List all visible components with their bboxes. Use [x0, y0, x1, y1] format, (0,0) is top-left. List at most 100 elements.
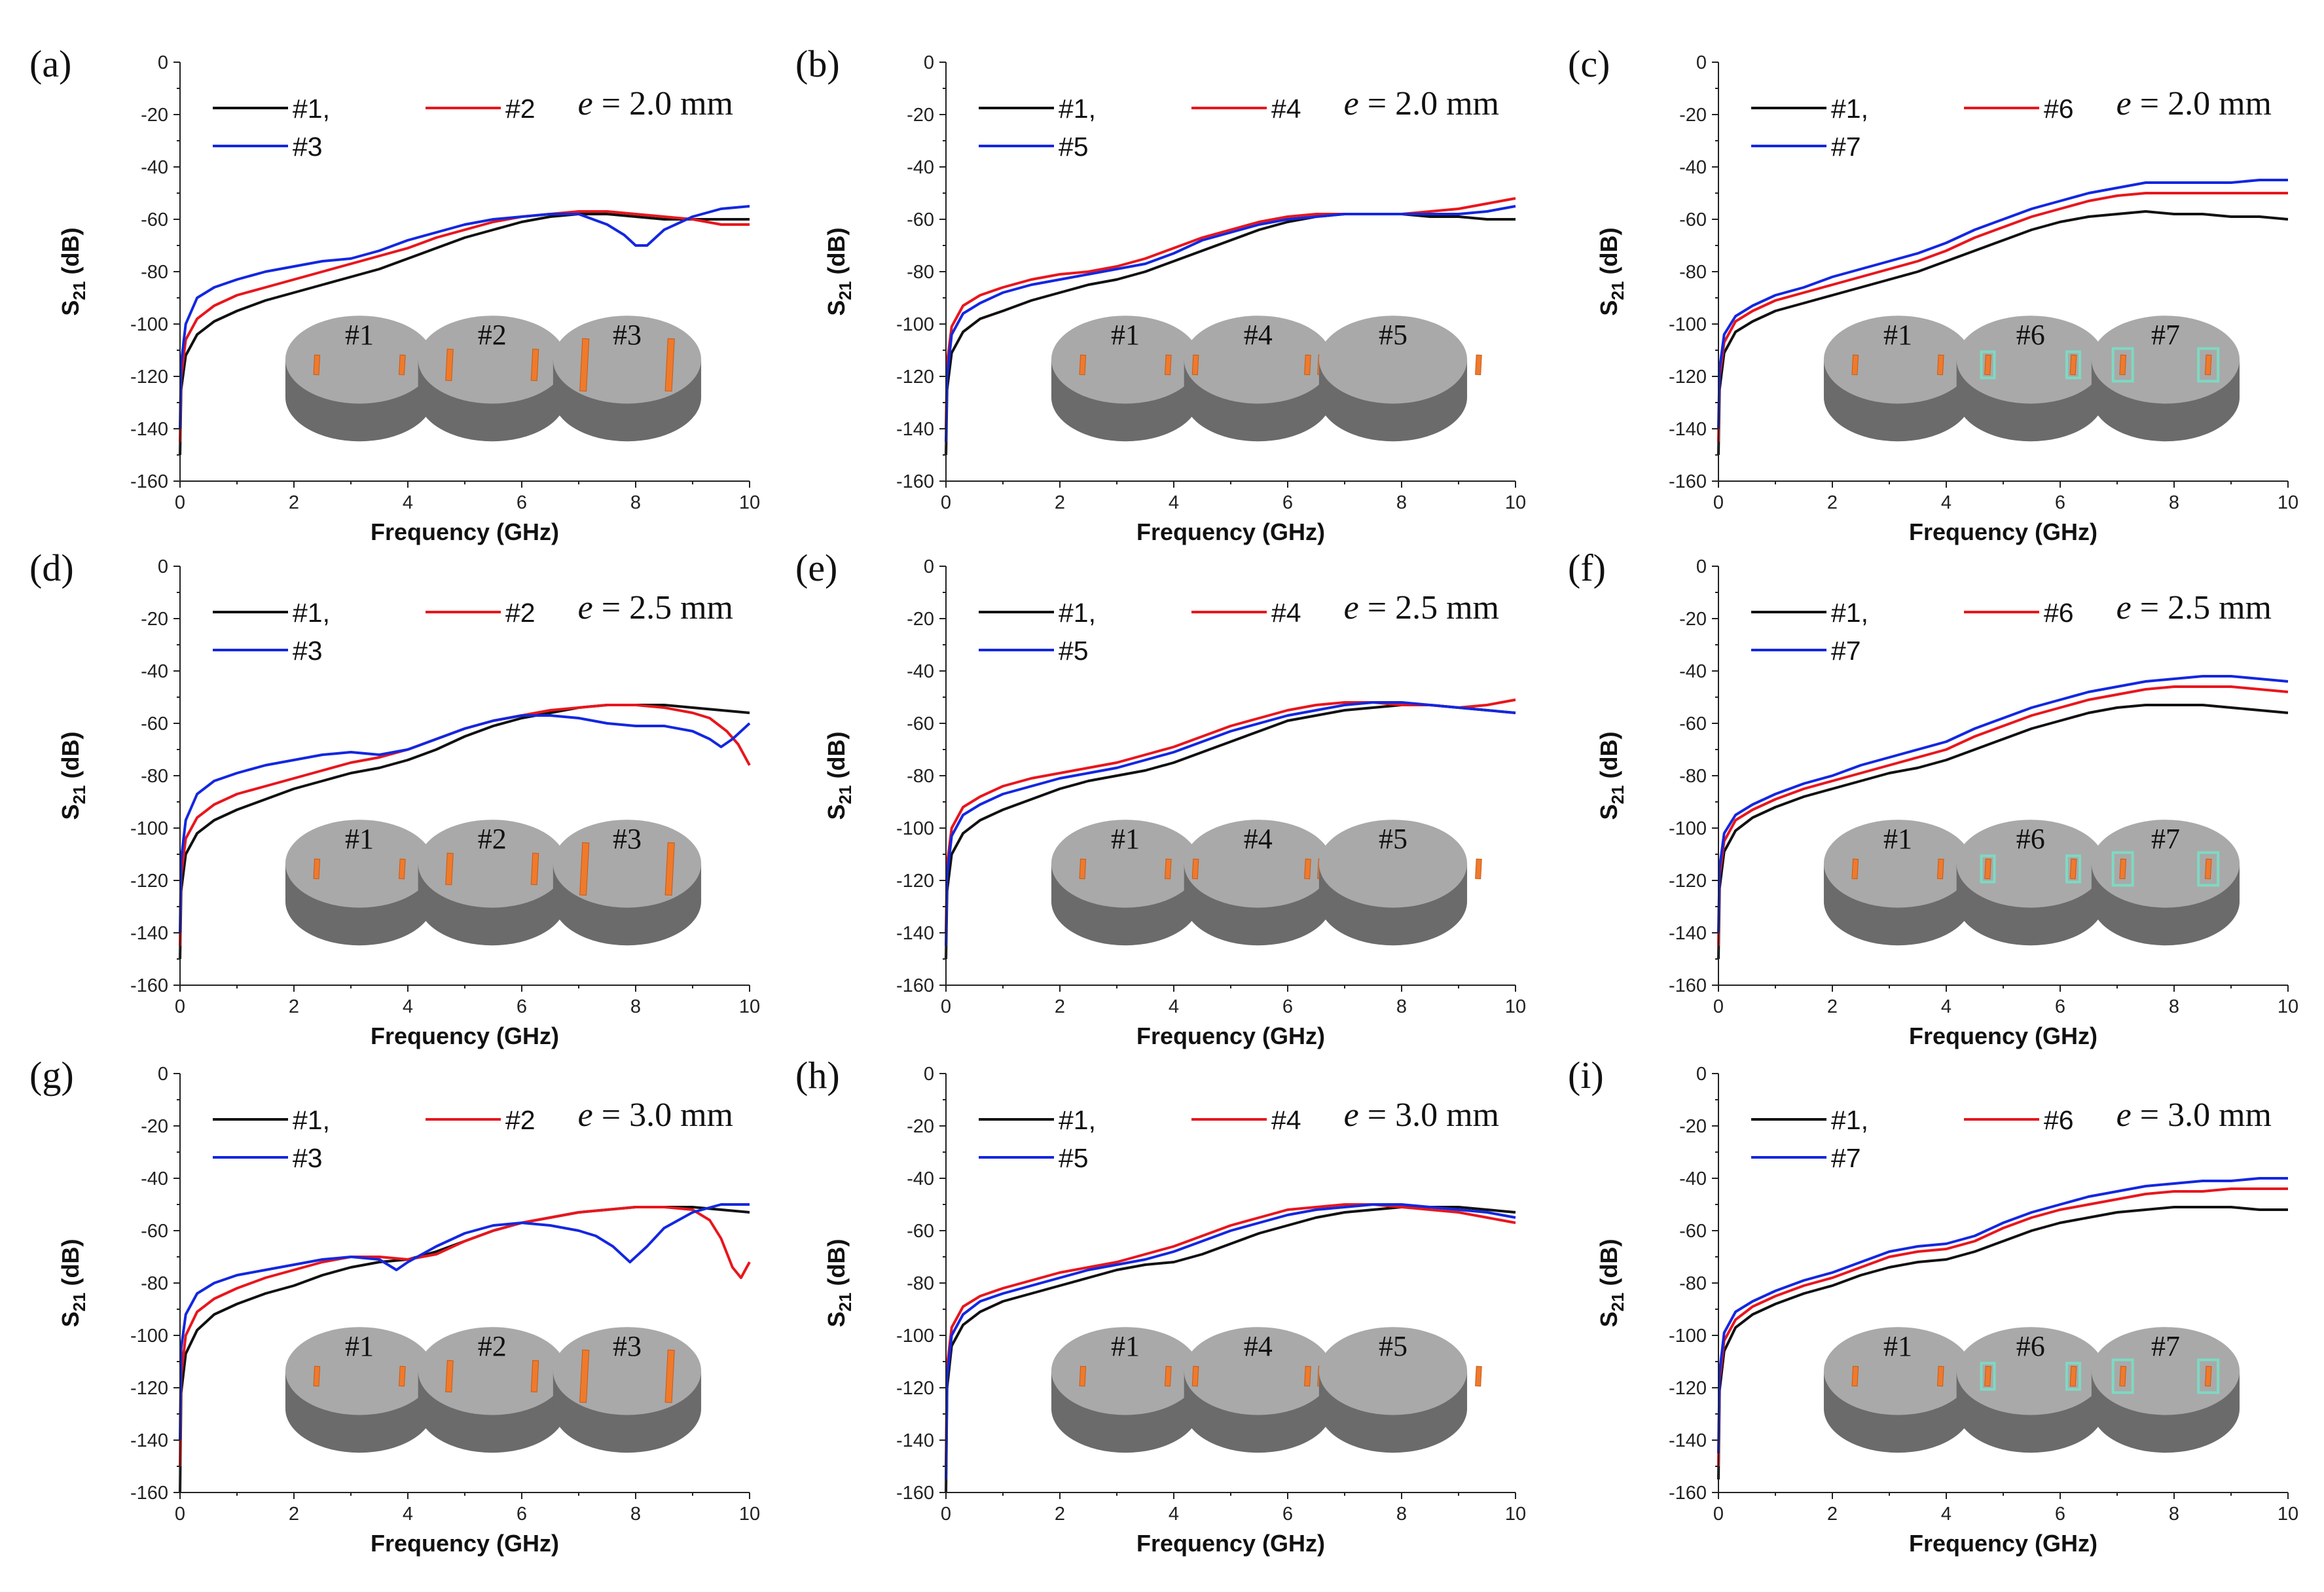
legend: #1, #2 #3 [213, 598, 536, 666]
y-tick-label: -40 [1679, 661, 1707, 682]
disk-top [1051, 1327, 1200, 1415]
inset-label: #3 [613, 823, 642, 855]
slot [530, 348, 539, 382]
inset-label: #6 [2016, 319, 2045, 351]
sample-disk: #4 [1184, 316, 1332, 442]
y-axis-title-base: S [823, 300, 850, 316]
slot [2119, 354, 2127, 376]
sample-disk: #5 [1304, 316, 1482, 442]
x-tick-label: 8 [1396, 492, 1407, 513]
y-tick-label: -60 [1679, 209, 1707, 230]
x-tick-label: 8 [1396, 1504, 1407, 1525]
series-line-n3 [179, 714, 751, 933]
slot [579, 842, 590, 896]
slot [1304, 354, 1311, 376]
inset-label: #3 [613, 1330, 642, 1362]
y-tick-label: -60 [907, 1221, 934, 1242]
y-tick-label: -60 [907, 714, 934, 734]
inset-label: #2 [478, 319, 507, 351]
y-axis-title: S21 (dB) [57, 1239, 89, 1328]
legend-label: #4 [1271, 94, 1301, 124]
x-axis-title: Frequency (GHz) [371, 1530, 559, 1557]
slot [445, 1360, 454, 1393]
y-axis-title-sub: 21 [835, 1293, 855, 1312]
y-axis-title-unit: (dB) [57, 732, 84, 786]
legend-label: #3 [293, 132, 323, 162]
sample-disk: #1 [1823, 820, 1972, 946]
sample-disk: #2 [418, 1327, 566, 1453]
x-tick-label: 10 [1505, 1504, 1526, 1525]
y-tick-label: -60 [141, 714, 168, 734]
legend-label: #1, [293, 598, 330, 628]
slot [1851, 858, 1859, 880]
sample-disk: #3 [553, 1327, 702, 1453]
annotation-value: = 2.0 mm [593, 85, 733, 122]
y-tick-label: -120 [1669, 367, 1707, 388]
y-axis-title-base: S [823, 804, 850, 820]
slot-frame [2197, 347, 2220, 383]
y-tick-label: -160 [1669, 471, 1707, 492]
slot [1304, 858, 1311, 880]
y-tick-label: -40 [907, 1168, 934, 1189]
inset-label: #1 [345, 823, 374, 855]
chart-panel-c: (c) #1 #6 #7 0 -20 -40 -60 -80 -100 -120 -140 -160 0 2… [1568, 43, 2298, 545]
panel-letter: (g) [29, 1054, 74, 1096]
y-tick-label: -80 [1679, 1273, 1707, 1294]
legend-label: #4 [1271, 598, 1301, 628]
annotation-value: = 2.0 mm [1359, 85, 1499, 122]
slot [1164, 354, 1172, 376]
inset-label: #1 [1883, 823, 1912, 855]
x-tick-label: 2 [289, 996, 299, 1017]
x-tick-label: 4 [1941, 1504, 1952, 1525]
panel-letter: (c) [1568, 43, 1610, 85]
slot [1851, 354, 1859, 376]
x-tick-label: 8 [2169, 1504, 2179, 1525]
inset-label: #3 [613, 319, 642, 351]
y-tick-label: -160 [1669, 975, 1707, 996]
y-tick-label: -80 [141, 262, 168, 283]
thickness-annotation: e = 2.5 mm [2116, 589, 2272, 626]
series-line-n6 [1717, 685, 2289, 947]
y-tick-label: -100 [130, 818, 168, 839]
slot-frame [2065, 350, 2082, 380]
inset-sample-disks: #1 #4 #5 [1051, 820, 1482, 946]
inset-sample-disks: #1 #4 #5 [1051, 316, 1482, 442]
sample-disk: #1 [1051, 1327, 1200, 1453]
y-tick-label: -20 [141, 1116, 168, 1137]
inset-label: #4 [1244, 823, 1273, 855]
thickness-annotation: e = 3.0 mm [578, 1096, 733, 1134]
x-tick-label: 2 [1055, 492, 1065, 513]
inset-label: #5 [1379, 823, 1407, 855]
y-tick-label: -60 [141, 1221, 168, 1242]
y-tick-label: -160 [896, 975, 934, 996]
y-tick-label: -100 [896, 1326, 934, 1347]
annotation-value: = 3.0 mm [2132, 1096, 2272, 1134]
inset-label: #1 [1111, 1330, 1140, 1362]
y-axis-title-base: S [57, 804, 84, 820]
series-line-n5 [945, 1203, 1516, 1480]
y-tick-label: -60 [1679, 1221, 1707, 1242]
slot [445, 348, 454, 382]
legend-label: #1, [293, 1105, 330, 1135]
y-axis-title: S21 (dB) [823, 1239, 855, 1328]
inset-label: #5 [1379, 319, 1407, 351]
slot-frame [2197, 1358, 2220, 1394]
panel-letter: (d) [29, 547, 74, 589]
slot [579, 1349, 590, 1403]
sample-disk: #7 [2091, 820, 2240, 946]
series-line-n5 [945, 205, 1516, 443]
chart-panel-d: (d) #1 #2 #3 0 -20 -40 -60 -80 -100 -120 -140 -160 0 2… [29, 547, 760, 1049]
slot [664, 338, 675, 392]
annotation-symbol: e [1344, 1096, 1359, 1134]
x-tick-label: 8 [1396, 996, 1407, 1017]
disk-top [1956, 316, 2105, 404]
y-axis-title-unit: (dB) [823, 732, 850, 786]
x-tick-label: 4 [1169, 492, 1179, 513]
y-tick-label: -40 [1679, 157, 1707, 178]
y-tick-label: -160 [896, 1483, 934, 1504]
legend-label: #3 [293, 1143, 323, 1173]
disk-top [1184, 820, 1332, 908]
chart-panel-a: (a) #1 #2 #3 0 -20 -40 -60 -80 -100 -120 -140 -160 0 2… [29, 43, 760, 545]
slot [1984, 1366, 1991, 1387]
sample-disk: #1 [285, 820, 434, 946]
